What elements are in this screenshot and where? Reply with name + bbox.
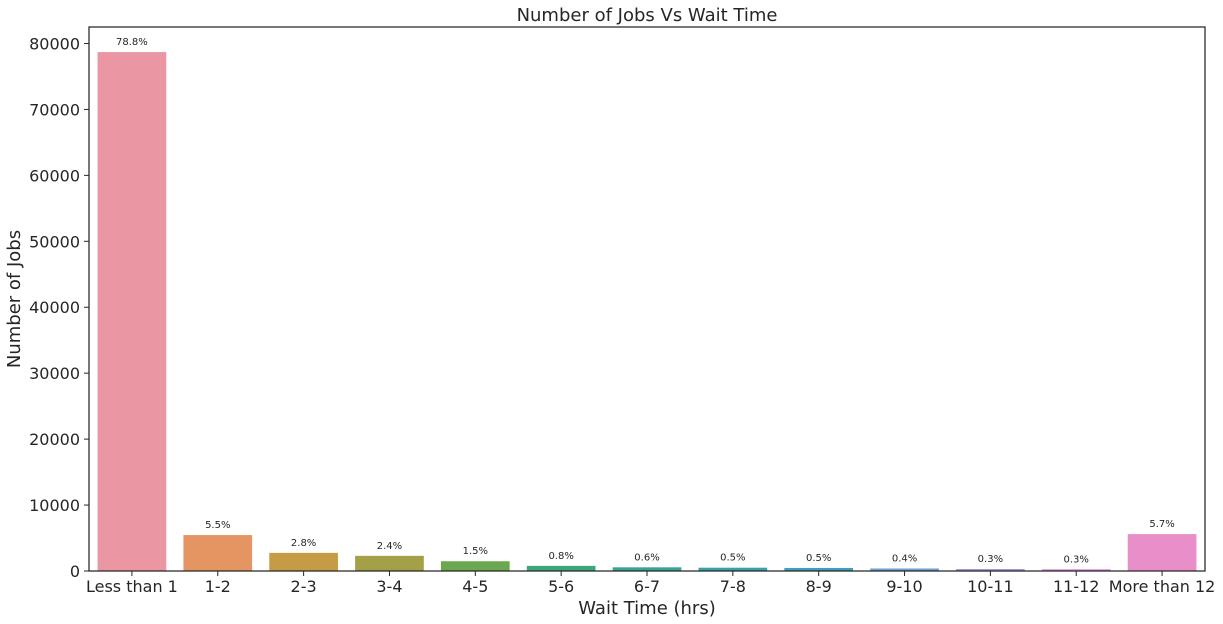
bar [97,52,167,572]
y-tick-label: 10000 [29,496,80,515]
y-tick-label: 80000 [29,34,80,53]
bar [956,569,1025,571]
data-label: 0.3% [978,554,1003,565]
y-tick-label: 70000 [29,100,80,119]
bar [784,567,854,571]
data-label: 78.8% [116,37,148,48]
plot-area: 78.8% Less than 1 5.5% 1-2 2.8% 2-3 2.4% 3-4 1.5… [29,26,1216,596]
x-tick-label: Less than 1 [86,577,178,596]
bar [1127,534,1197,571]
x-tick-label: 4-5 [462,577,488,596]
y-tick-label: 60000 [29,166,80,185]
y-tick-label: 20000 [29,430,80,449]
bar [183,535,253,571]
data-label: 0.5% [720,553,745,564]
x-tick-label: 11-12 [1053,577,1100,596]
bar [355,555,424,571]
x-axis-label: Wait Time (hrs) [578,598,715,619]
bar [698,567,768,571]
data-label: 0.5% [806,553,831,564]
data-label: 0.4% [892,553,917,564]
data-label: 2.8% [291,538,316,549]
chart-title: Number of Jobs Vs Wait Time [517,5,778,26]
x-tick-label: 3-4 [376,577,402,596]
x-tick-label: 10-11 [967,577,1014,596]
bar [870,568,939,571]
x-tick-label: 9-10 [886,577,922,596]
x-tick-label: 8-9 [806,577,832,596]
data-label: 0.3% [1064,554,1089,565]
bar [440,561,510,571]
data-label: 2.4% [377,541,402,552]
bar [1041,569,1111,571]
y-axis-label: Number of Jobs [4,230,25,368]
x-tick-label: More than 12 [1109,577,1216,596]
y-tick-label: 40000 [29,298,80,317]
data-label: 5.7% [1149,519,1174,530]
plot-frame [88,26,1206,572]
x-tick-label: 2-3 [291,577,317,596]
y-tick-label: 50000 [29,232,80,251]
y-tick-label: 0 [70,562,80,581]
data-label: 1.5% [463,546,488,557]
data-label: 0.6% [634,552,659,563]
x-tick-label: 5-6 [548,577,574,596]
x-tick-label: 1-2 [205,577,231,596]
x-tick-label: 6-7 [634,577,660,596]
y-tick-label: 30000 [29,364,80,383]
bar [269,552,338,571]
data-label: 0.8% [548,551,573,562]
data-label: 5.5% [205,520,230,531]
x-tick-label: 7-8 [720,577,746,596]
bar [612,567,682,571]
bar [526,565,596,571]
